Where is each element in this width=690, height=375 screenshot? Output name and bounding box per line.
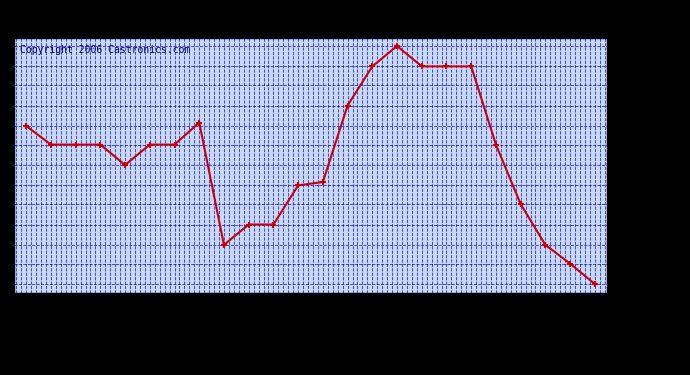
Text: Heat Index (Last 24 Hours) Thu Jun 1 00:01: Heat Index (Last 24 Hours) Thu Jun 1 00:… <box>115 11 534 29</box>
Text: Copyright 2006 Castronics.com: Copyright 2006 Castronics.com <box>20 45 190 55</box>
